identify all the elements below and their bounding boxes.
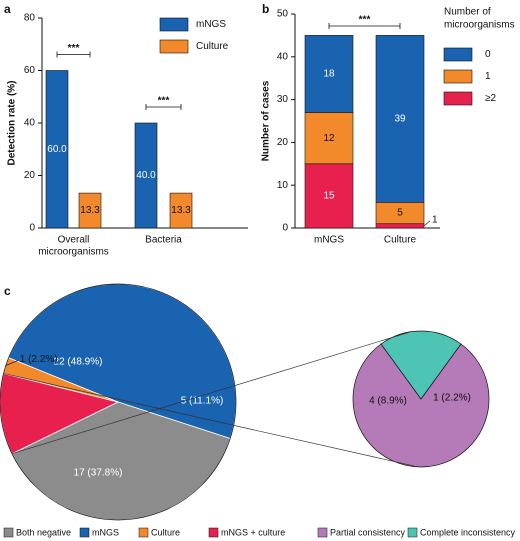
panel-label-c: c (4, 284, 11, 298)
panel-c-small-pie-slice-label: 4 (8.9%) (369, 396, 407, 407)
panel-c-pie-slice-label: 1 (2.2%) (20, 354, 58, 365)
panel-c-connector-line (3, 373, 415, 467)
panel-c-small-pie-slice-label: 1 (2.2%) (433, 393, 471, 404)
panel-a-bar-mngs (134, 122, 158, 229)
panel-c-small-pie-slice-partial-consistency (352, 343, 490, 468)
panel-b-bar-segment (375, 35, 425, 203)
panel-c-legend-label: mNGS (92, 527, 119, 537)
panel-b-segment-value-label: 1 (432, 215, 438, 226)
panel-a-bar-value-label: 60.0 (47, 144, 67, 155)
panel-c-legend-swatch (138, 527, 149, 538)
panel-b-segment-value-label: 18 (323, 69, 335, 80)
panel-b-legend-swatch (443, 69, 473, 84)
panel-b-legend-label: 0 (485, 49, 491, 60)
panel-b-category-label: mNGS (314, 235, 344, 246)
panel-b-bar-segment (304, 35, 354, 113)
panel-c-pie-outline (0, 283, 237, 521)
panel-c-legend-label: Culture (151, 527, 180, 537)
panel-c-legend-swatch (208, 527, 219, 538)
panel-b-legend-title: microorganisms (444, 20, 515, 31)
panel-a-bar-value-label: 13.3 (171, 205, 191, 216)
panel-c-legend-label: Both negative (16, 527, 71, 537)
panel-c-pie-slice-label: 17 (37.8%) (74, 468, 123, 479)
panel-b-significance-stars: *** (359, 15, 371, 26)
panel-c-connector-line (11, 331, 411, 455)
panel-label-a: a (4, 2, 11, 16)
panel-a-significance-stars: *** (68, 43, 80, 54)
panel-a-y-tick-label: 80 (24, 13, 36, 24)
panel-c-small-legend-swatch (407, 527, 418, 538)
panel-a-y-axis-label: Detection rate (%) (7, 80, 18, 165)
panel-c-small-legend-label: Partial consistency (330, 527, 406, 537)
panel-b-segment-leader-line (423, 220, 431, 227)
panel-c-pie-leader-line (5, 360, 18, 366)
panel-c-legend-swatch (79, 527, 90, 538)
panel-a-y-tick-label: 60 (24, 65, 36, 76)
panel-b-bar-segment (375, 223, 425, 229)
panel-b-y-axis-label: Number of cases (261, 80, 272, 161)
panel-b-y-tick-label: 40 (277, 51, 289, 62)
panel-b-y-tick-label: 20 (277, 137, 289, 148)
panel-a-category-label: Overall (58, 235, 90, 246)
panel-b-legend-swatch (443, 47, 473, 62)
panel-b-legend-swatch (443, 91, 473, 106)
panel-a-bar-mngs (45, 70, 69, 229)
panel-b-category-label: Culture (384, 235, 417, 246)
panel-b-bar-segment (304, 112, 354, 165)
panel-b-y-tick-label: 10 (277, 180, 289, 191)
panel-a-y-tick-label: 20 (24, 170, 36, 181)
panel-c-pie-slice-label: 5 (11.1%) (181, 396, 224, 407)
panel-b-segment-value-label: 5 (397, 208, 403, 219)
panel-a-bar-culture (169, 192, 193, 229)
panel-b-segment-value-label: 39 (394, 114, 406, 125)
panel-a-legend-swatch-mngs (159, 17, 189, 32)
panel-c-legend-label: mNGS + culture (221, 527, 285, 537)
panel-b-y-tick-label: 0 (282, 223, 288, 234)
panel-a-y-tick-label: 40 (24, 118, 36, 129)
panel-b-y-tick-label: 30 (277, 94, 289, 105)
panel-a-category-label: microorganisms (38, 247, 109, 258)
panel-c-legend-swatch (3, 527, 14, 538)
panel-b-legend-label: 1 (485, 71, 491, 82)
panel-c-small-legend-swatch (317, 527, 328, 538)
panel-a-y-tick-label: 0 (29, 223, 35, 234)
panel-b-segment-value-label: 15 (323, 191, 335, 202)
panel-a-legend-label: mNGS (196, 19, 226, 30)
panel-b-bar-segment (304, 163, 354, 229)
panel-c-small-pie-slice-complete-inconsistency (380, 330, 462, 400)
panel-b-segment-value-label: 12 (323, 133, 335, 144)
panel-c-small-legend-label: Complete inconsistency (420, 527, 516, 537)
panel-label-b: b (262, 2, 269, 16)
panel-a-category-label: Bacteria (145, 235, 182, 246)
panel-a-significance-stars: *** (158, 96, 170, 107)
panel-a-bar-culture (78, 192, 102, 229)
panel-b-legend-title: Number of (444, 7, 491, 18)
panel-c-pie-slice-label: 22 (48.9%) (54, 357, 103, 368)
panel-a-bar-value-label: 13.3 (80, 205, 100, 216)
panel-b-legend-label: ≥2 (485, 93, 496, 104)
panel-a-legend-label: Culture (196, 41, 229, 52)
panel-b-y-tick-label: 50 (277, 9, 289, 20)
panel-a-bar-value-label: 40.0 (136, 170, 156, 181)
panel-a-legend-swatch-culture (159, 39, 189, 54)
